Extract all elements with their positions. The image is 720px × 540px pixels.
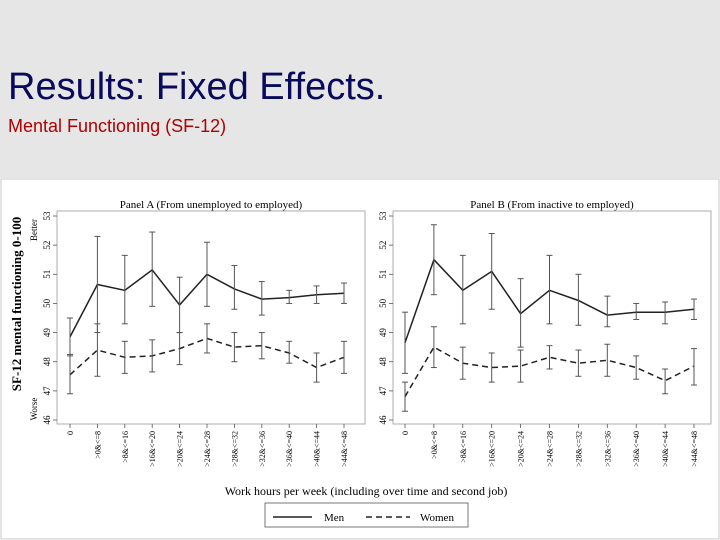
figure: Panel A (From unemployed to employed) 46… [0, 178, 720, 540]
panel-a-y-tick-label: 48 [42, 357, 52, 367]
legend: Men Women [264, 502, 469, 528]
slide-subtitle: Mental Functioning (SF-12) [8, 116, 227, 136]
panel-b-plot-area [392, 210, 712, 425]
panel-a-x-tick-label: >8&<=16 [121, 431, 130, 463]
panel-b-men-error-bar [488, 232, 495, 310]
panel-b-y-tick-label: 51 [378, 270, 388, 279]
panel-b-men-error-bar [575, 273, 582, 326]
y-axis-label: SF-12 mental functioning 0-100 [9, 217, 24, 391]
panel-b-women-error-bar [459, 346, 466, 380]
panel-a-women-error-bar [121, 340, 128, 374]
panel-a-men-error-bar [121, 254, 128, 325]
panel-b-women-error-bar [402, 381, 408, 412]
better-label: Better [29, 219, 39, 241]
panel-b-x-tick-label: >32&<=36 [603, 431, 612, 467]
panel-a-y-tick-label: 52 [42, 241, 52, 250]
panel-b-women-error-bar [604, 343, 611, 377]
panel-a-x-tick-label: >0&<=8 [93, 431, 102, 459]
legend-men-label: Men [324, 512, 345, 524]
panel-a-women-error-bar [231, 332, 238, 363]
panel-b-y-tick-label: 53 [378, 211, 388, 221]
panel-a-men-error-bar [149, 231, 156, 307]
panel-a-x-tick-label: >28&<=32 [230, 431, 239, 467]
panel-a-women-error-bar [149, 339, 156, 373]
panel-a-men-error-bar [341, 282, 347, 304]
panel-b-x-tick-label: >44&<=48 [690, 431, 699, 467]
panel-a-y-tick-label: 46 [42, 415, 52, 425]
panel-b-x-tick-label: >20&<=24 [517, 431, 526, 467]
panel-a-x-tick-label: >20&<=24 [176, 431, 185, 467]
panel-a-plot-area [56, 210, 366, 425]
panel-b-x-tick-label: >16&<=20 [488, 431, 497, 467]
slide-title: Results: Fixed Effects. [8, 66, 386, 108]
panel-b-y-tick-label: 46 [378, 415, 388, 425]
panel-b-y-tick-label: 49 [378, 328, 388, 338]
panel-b-women-error-bar [575, 349, 582, 377]
worse-label: Worse [29, 398, 39, 421]
panel-a-y-tick-label: 53 [42, 211, 52, 221]
panel-b-women-error-bar [517, 349, 524, 383]
panel-a-x-tick-label: >24&<=28 [203, 431, 212, 467]
panel-b-x-tick-label: >24&<=28 [546, 431, 555, 467]
panel-b-women-error-bar [662, 368, 669, 395]
panel-a-x-tick-label: >44&<=48 [340, 431, 349, 467]
panel-a-men-error-bar [286, 289, 293, 304]
panel-a-y-tick-label: 49 [42, 328, 52, 338]
panel-b-men-error-bar [546, 254, 553, 325]
panel-a-x-tick-label: >32&<=36 [258, 431, 267, 467]
panel-b-title: Panel B (From inactive to employed) [470, 199, 634, 211]
panel-a-women-error-bar [176, 332, 183, 366]
panel-a-men-error-bar [231, 265, 238, 310]
panel-a-y-tick-label: 51 [42, 270, 52, 279]
panel-b-x-tick-label: >36&<=40 [632, 431, 641, 467]
panel-b-y-tick-label: 50 [378, 298, 388, 308]
panel-b-x-tick-label: >28&<=32 [574, 431, 583, 467]
panel-b-y-tick-label: 52 [378, 241, 388, 250]
panel-b-women-error-bar [488, 352, 495, 383]
panel-a-x-tick-label: >16&<=20 [148, 431, 157, 467]
panel-b-women-error-bar [633, 355, 640, 380]
panel-b-men-error-bar [662, 301, 669, 325]
panel-b-men-error-bar [691, 298, 697, 320]
panel-a-x-tick-label: >36&<=40 [285, 431, 294, 467]
panel-b-x-tick-label: >40&<=44 [661, 431, 670, 467]
panel-a-y-tick-label: 47 [42, 386, 52, 396]
panel-b-x-tick-label: 0 [401, 431, 410, 435]
panel-b-men-error-bar [604, 295, 611, 328]
panel-b-men-error-bar [459, 254, 466, 325]
panel-a-men-error-bar [258, 281, 265, 316]
panel-a-men-error-bar [204, 241, 210, 307]
panel-a-women-error-bar [94, 323, 101, 377]
panel-a-women-error-bar [67, 353, 73, 395]
panel-a-men-error-bar [313, 285, 320, 304]
panel-a-women-error-bar [341, 340, 347, 374]
panel-b-women-error-bar [430, 326, 437, 369]
x-axis-label: Work hours per week (including over time… [225, 484, 508, 498]
panel-a-women-error-bar [258, 332, 265, 360]
panel-b-women-error-bar [546, 345, 553, 370]
figure-svg: Panel A (From unemployed to employed) 46… [0, 178, 720, 540]
panel-b-men-error-bar [402, 311, 408, 374]
panel-b-y-tick-label: 48 [378, 357, 388, 367]
panel-a-women-error-bar [286, 340, 293, 364]
panel-a-women-error-bar [204, 323, 210, 354]
legend-women-label: Women [420, 512, 454, 524]
panel-b-x-tick-label: >8&<=16 [459, 431, 468, 463]
panel-a-women-error-bar [313, 352, 320, 383]
panel-a-x-tick-label: >40&<=44 [313, 431, 322, 467]
legend-box [264, 502, 469, 528]
panel-a-y-tick-label: 50 [42, 298, 52, 308]
panel-a-title: Panel A (From unemployed to employed) [120, 199, 303, 211]
panel-b-x-tick-label: >0&<=8 [430, 431, 439, 459]
panel-b-men-error-bar [517, 278, 524, 348]
panel-b-men-error-bar [430, 224, 437, 296]
panel-b-men-error-bar [633, 302, 640, 320]
panel-a-x-tick-label: 0 [66, 431, 75, 435]
panel-b-women-error-bar [691, 348, 697, 386]
panel-b: Panel B (From inactive to employed) 46 47… [378, 199, 712, 467]
panel-a: Panel A (From unemployed to employed) 46… [42, 199, 366, 467]
panel-b-y-tick-label: 47 [378, 386, 388, 396]
